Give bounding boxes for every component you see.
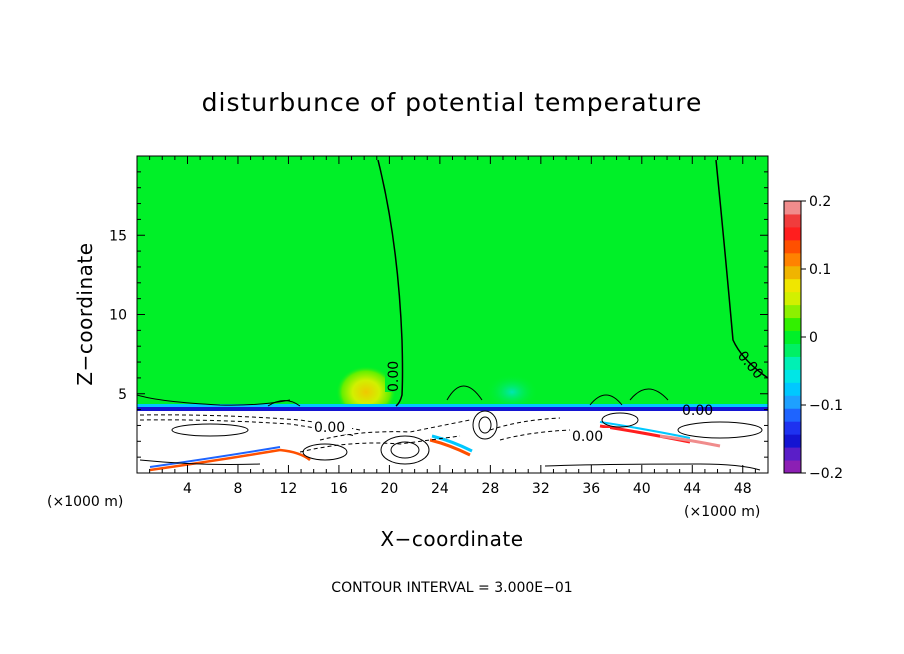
colorbar-swatch — [784, 382, 801, 396]
colorbar-swatch — [784, 213, 801, 228]
colorbar-swatch — [784, 421, 801, 435]
colorbar-swatch — [784, 343, 801, 357]
colorbar-swatch — [784, 408, 801, 422]
x-axis-ticks: 4 8 12 16 20 24 28 32 36 40 44 48 — [149, 156, 756, 497]
x-unit-left: (×1000 m) — [47, 494, 123, 510]
warm-streak-mid — [429, 438, 471, 457]
x-tick-label: 4 — [183, 481, 192, 497]
cold-streak-left — [149, 446, 281, 468]
warm-streak-left — [149, 448, 311, 472]
wave-crest-right-1 — [446, 385, 483, 401]
colorbar-tick-label: −0.2 — [809, 466, 843, 482]
contour-label-lower-right: 0.00 — [682, 403, 713, 419]
positive-contours — [139, 410, 763, 471]
x-tick-label: 16 — [330, 481, 348, 497]
cold-layer-core — [137, 407, 768, 411]
colorbar-tick-label: 0 — [809, 330, 818, 346]
x-tick-label: 36 — [582, 481, 600, 497]
x-tick-label: 8 — [233, 481, 242, 497]
x-tick-label: 20 — [380, 481, 398, 497]
y-tick-label: 5 — [118, 387, 127, 403]
contour-label-mid: 0.00 — [386, 361, 402, 392]
colorbar-tick-label: 0.2 — [809, 194, 831, 210]
cool-anomaly-blob — [486, 374, 538, 410]
contour-interval-note: CONTOUR INTERVAL = 3.000E−01 — [331, 580, 572, 596]
x-tick-label: 44 — [683, 481, 701, 497]
colorbar-tick-label: −0.1 — [809, 398, 843, 414]
x-unit-right: (×1000 m) — [684, 504, 760, 520]
colorbar-tick-label: 0.1 — [809, 262, 831, 278]
wave-crest-right-3 — [629, 388, 669, 401]
contour-label-bg — [570, 428, 610, 442]
x-tick-label: 48 — [734, 481, 752, 497]
x-tick-label: 12 — [280, 481, 298, 497]
colorbar-swatch — [784, 252, 801, 267]
colorbar-swatch — [784, 226, 801, 241]
colorbar-swatch — [784, 201, 801, 215]
colorbar-swatch — [784, 330, 801, 344]
contour-field — [137, 156, 768, 473]
colorbar-swatch — [784, 447, 801, 461]
x-tick-label: 24 — [431, 481, 449, 497]
y-tick-label: 10 — [109, 308, 127, 324]
colorbar-swatch — [784, 317, 801, 332]
wave-crest-left — [267, 400, 301, 407]
cold-layer-band — [137, 404, 768, 408]
chart-title: disturbunce of potential temperature — [202, 88, 703, 117]
zero-contour-line-mid — [377, 159, 404, 407]
colorbar-swatch — [784, 239, 801, 254]
colorbar-swatch — [784, 356, 801, 370]
colorbar-swatch — [784, 265, 801, 280]
contour-label-lower-mid: 0.00 — [572, 429, 603, 445]
cold-streak-right — [599, 421, 691, 439]
colorbar-swatch — [784, 304, 801, 319]
colorbar-swatch — [784, 369, 801, 383]
x-tick-label: 28 — [481, 481, 499, 497]
contour-label-lower-left: 0.00 — [314, 420, 345, 436]
colorbar-swatch — [784, 460, 801, 474]
contour-label-bg — [312, 420, 352, 434]
zero-contour-line-right — [715, 159, 768, 379]
colorbar — [784, 201, 801, 474]
colorbar-swatch — [784, 395, 801, 409]
y-tick-label: 15 — [109, 228, 127, 244]
colorbar-swatch — [784, 434, 801, 448]
colorbar-swatch — [784, 291, 801, 306]
x-axis-title: X−coordinate — [380, 527, 523, 551]
wave-crest-right-2 — [589, 394, 623, 406]
pink-streak-right — [659, 434, 721, 448]
zero-contour-line-left — [137, 394, 291, 406]
negative-contours — [139, 414, 571, 453]
y-axis-title: Z−coordinate — [73, 242, 97, 385]
y-axis-ticks: 5 10 15 — [109, 171, 768, 458]
contour-label-bg — [385, 352, 401, 392]
x-tick-label: 40 — [633, 481, 651, 497]
colorbar-swatch — [784, 278, 801, 293]
x-tick-label: 32 — [532, 481, 550, 497]
cold-streak-mid — [431, 434, 473, 453]
colorbar-ticks: 0.2 0.1 0 −0.1 −0.2 — [801, 194, 843, 482]
